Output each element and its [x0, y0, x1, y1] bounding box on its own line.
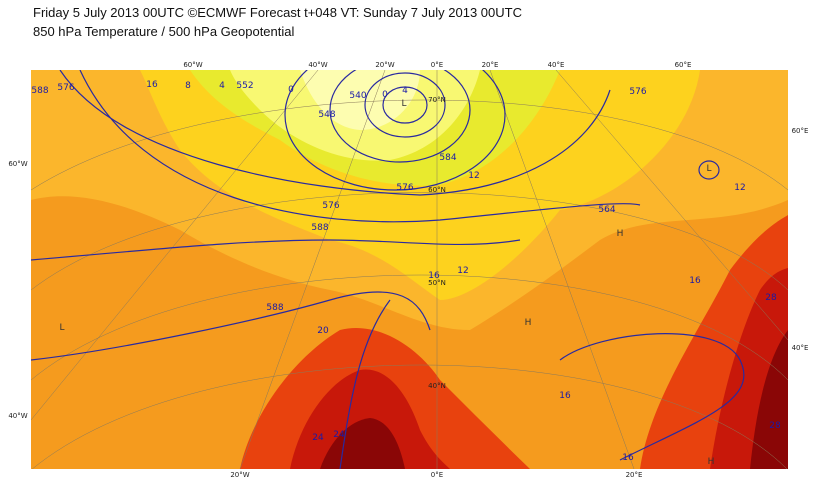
- contour-labels: 24: [312, 433, 324, 443]
- contour-labels: 548: [318, 110, 335, 120]
- lat-labels-right: 60°E: [792, 127, 809, 135]
- contour-labels: 552: [236, 81, 253, 91]
- lon-labels-top: 20°W: [375, 61, 394, 69]
- contour-labels: 16: [559, 391, 571, 401]
- temperature-field: [31, 70, 788, 469]
- contour-labels: 540: [349, 91, 366, 101]
- contour-labels: 24: [333, 430, 345, 440]
- lat-labels-right: 40°E: [792, 344, 809, 352]
- title: Friday 5 July 2013 00UTC ©ECMWF Forecast…: [33, 5, 522, 20]
- lat-labels-inner: 70°N: [428, 96, 446, 104]
- pressure-centers: L: [706, 164, 711, 174]
- lon-labels-top: 40°W: [308, 61, 327, 69]
- pressure-centers: H: [708, 457, 715, 467]
- contour-labels: 588: [31, 86, 48, 96]
- lon-labels-bottom: 20°E: [626, 471, 643, 479]
- lat-labels-left: 60°W: [8, 160, 27, 168]
- contour-labels: 0: [288, 85, 294, 95]
- lon-labels-top: 20°E: [482, 61, 499, 69]
- contour-labels: 12: [457, 266, 468, 276]
- contour-labels: 584: [439, 153, 456, 163]
- contour-labels: 4: [402, 86, 408, 96]
- lat-labels-inner: 40°N: [428, 382, 446, 390]
- contour-labels: 564: [598, 205, 615, 215]
- contour-labels: 576: [322, 201, 339, 211]
- contour-labels: 20: [317, 326, 329, 336]
- contour-labels: 16: [689, 276, 701, 286]
- contour-labels: 4: [219, 81, 225, 91]
- contour-labels: 588: [311, 223, 328, 233]
- contour-labels: 8: [185, 81, 191, 91]
- lon-labels-bottom: 20°W: [230, 471, 249, 479]
- contour-labels: 12: [468, 171, 479, 181]
- lat-labels-inner: 50°N: [428, 279, 446, 287]
- lon-labels-top: 0°E: [431, 61, 443, 69]
- pressure-centers: H: [617, 229, 624, 239]
- contour-labels: 16: [428, 271, 440, 281]
- contour-labels: 16: [146, 80, 158, 90]
- contour-labels: 576: [396, 183, 413, 193]
- contour-labels: 576: [57, 83, 74, 93]
- contour-labels: 16: [622, 453, 634, 463]
- subtitle: 850 hPa Temperature / 500 hPa Geopotenti…: [33, 24, 295, 39]
- contour-labels: 0: [382, 90, 388, 100]
- contour-labels: 28: [769, 421, 781, 431]
- lon-labels-top: 60°E: [675, 61, 692, 69]
- lat-labels-left: 40°W: [8, 412, 27, 420]
- contour-labels: 28: [765, 293, 777, 303]
- pressure-centers: H: [525, 318, 532, 328]
- geopotential-contours: [31, 70, 745, 469]
- pressure-centers: L: [401, 99, 406, 109]
- lon-labels-bottom: 0°E: [431, 471, 443, 479]
- contour-labels: 576: [629, 87, 646, 97]
- lon-labels-top: 40°E: [548, 61, 565, 69]
- pressure-centers: L: [59, 323, 64, 333]
- lat-labels-inner: 60°N: [428, 186, 446, 194]
- contour-labels: 588: [266, 303, 283, 313]
- lon-labels-top: 60°W: [183, 61, 202, 69]
- contour-labels: 12: [734, 183, 745, 193]
